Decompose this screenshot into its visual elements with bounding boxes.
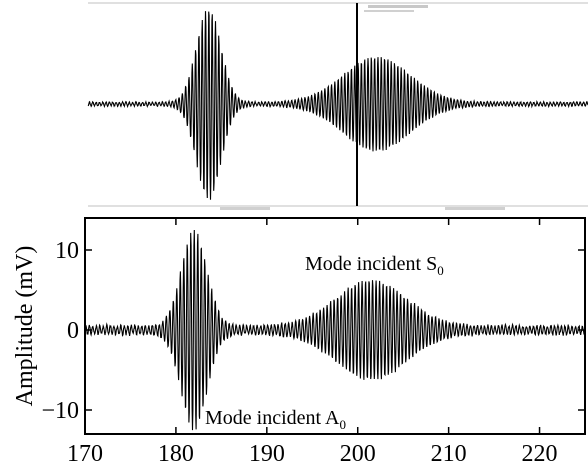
annotation-s0-text: Mode incident S (305, 253, 437, 275)
annotation-s0-subscript: 0 (437, 263, 444, 278)
x-tick-label: 220 (522, 441, 558, 467)
x-tick-label: 180 (158, 441, 194, 467)
y-tick-label: −10 (41, 398, 79, 424)
top-panel-footer-text-mark-2 (445, 207, 505, 210)
bottom-waveform-trace (84, 229, 586, 431)
annotation-a0-subscript: 0 (339, 417, 346, 432)
bottom-ticks: 170 180 190 200 210 220 −10 0 10 (41, 218, 585, 467)
annotation-a0-text: Mode incident A (205, 407, 340, 429)
y-axis-label: Amplitude (mV) (12, 246, 38, 407)
x-tick-label: 200 (340, 441, 376, 467)
x-tick-label: 170 (67, 441, 103, 467)
top-panel (87, 2, 588, 210)
annotation-a0: Mode incident A0 (205, 407, 346, 432)
annotation-s0: Mode incident S0 (305, 253, 444, 278)
x-tick-label: 190 (249, 441, 285, 467)
top-waveform-trace (87, 11, 588, 200)
x-tick-label: 210 (431, 441, 467, 467)
top-panel-footer-text-mark (220, 207, 270, 210)
y-tick-label: 0 (67, 318, 79, 344)
top-panel-header-text-mark-2 (364, 10, 414, 12)
top-panel-header-text-mark (368, 5, 428, 8)
y-tick-label: 10 (55, 238, 79, 264)
bottom-plot-frame (84, 217, 586, 435)
